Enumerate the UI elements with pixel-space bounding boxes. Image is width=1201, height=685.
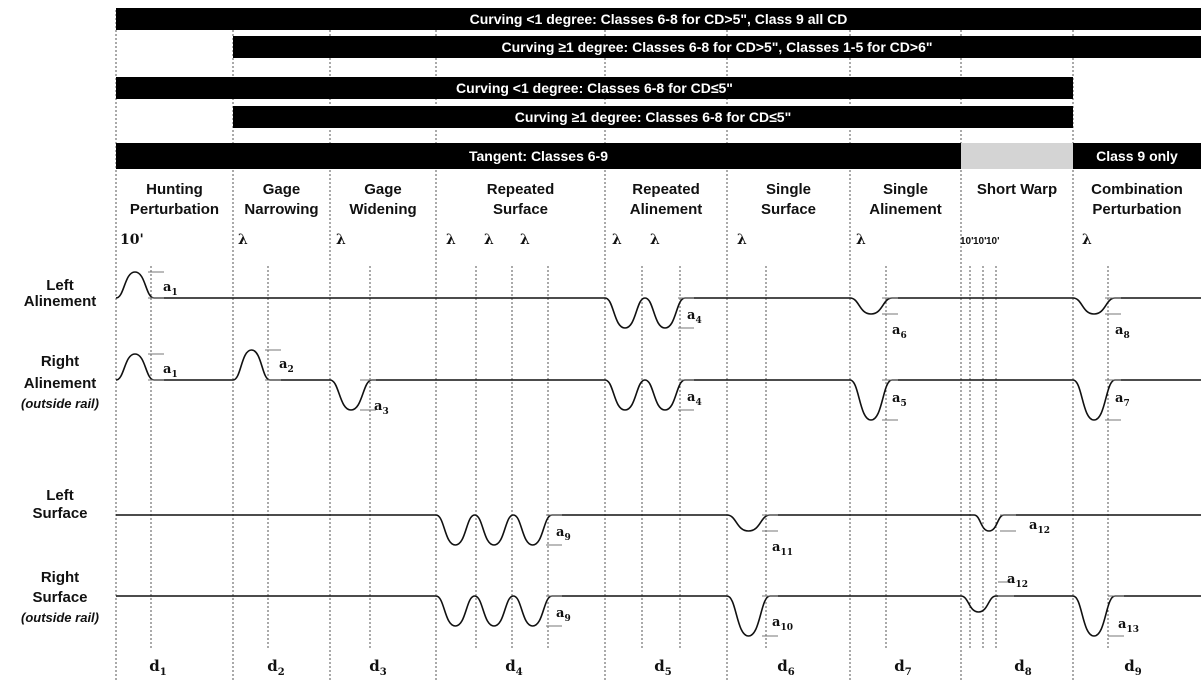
bar-cd-gt5-ge1 (233, 36, 1201, 58)
column-subtitle: Perturbation (130, 201, 219, 218)
amplitude-label: a12 (1029, 518, 1050, 536)
amplitude-label: a9 (556, 606, 571, 624)
column-title: Short Warp (977, 181, 1057, 198)
column-title: Gage (364, 181, 402, 198)
amplitude-label: a4 (687, 390, 702, 408)
distance-labels: d1 d2 d3 d4 d5 d6 d7 d8 d9 (149, 657, 1142, 678)
distance-label: d9 (1124, 657, 1142, 678)
column-title: Gage (263, 181, 301, 198)
trace-left-alinement (115, 271, 1201, 329)
bar-cd-le5-ge1 (233, 106, 1073, 128)
amplitude-label: a9 (556, 525, 571, 543)
bar-label-class9: Class 9 only (1096, 148, 1178, 164)
column-title: Single (883, 181, 928, 198)
row-note: (outside rail) (21, 396, 99, 411)
column-title: Single (766, 181, 811, 198)
row-label-right-surface-line2: Surface (32, 589, 87, 606)
distance-label: d4 (505, 657, 523, 678)
column-headers: Hunting Perturbation 10' Gage Narrowing λ Gage… (120, 181, 1183, 248)
distance-label: d2 (267, 657, 285, 678)
amplitude-label: a3 (374, 399, 389, 417)
amplitude-label: a13 (1118, 617, 1139, 635)
interval-marker: 10' (960, 236, 974, 247)
row-label-left-alinement: Left (46, 277, 74, 294)
interval-marker: λ (650, 232, 660, 248)
bar-class9 (1073, 143, 1201, 169)
row-note: (outside rail) (21, 610, 99, 625)
interval-marker: 10' (973, 236, 987, 247)
amplitude-label: a1 (163, 362, 178, 380)
bar-label-cd-gt5-lt1: Curving <1 degree: Classes 6-8 for CD>5"… (470, 11, 848, 27)
column-dividers (115, 10, 1109, 680)
column-subtitle: Widening (349, 201, 416, 218)
row-label-left-surface: Left (46, 487, 74, 504)
amplitude-label: a8 (1115, 323, 1130, 341)
row-label-right-alinement: Right (41, 353, 79, 370)
column-title: Hunting (146, 181, 203, 198)
amplitude-label: a4 (687, 308, 702, 326)
interval-marker: λ (520, 232, 530, 248)
bar-label-cd-le5-lt1: Curving <1 degree: Classes 6-8 for CD≤5" (456, 80, 733, 96)
distance-label: d8 (1014, 657, 1032, 678)
amplitude-label: a1 (163, 280, 178, 298)
bar-label-cd-le5-ge1: Curving ≥1 degree: Classes 6-8 for CD≤5" (515, 109, 791, 125)
bar-tangent (116, 143, 961, 169)
amplitude-label: a7 (1115, 391, 1130, 409)
amplitude-label: a5 (892, 391, 907, 409)
column-subtitle: Alinement (869, 201, 942, 218)
row-label-left-alinement-line2: Alinement (24, 293, 97, 310)
interval-marker: 10' (120, 232, 144, 248)
amplitude-label: a12 (1007, 572, 1028, 590)
amplitude-label: a11 (772, 540, 793, 558)
row-label-right-alinement-line2: Alinement (24, 375, 97, 392)
amplitude-labels: a1 a1 a2 a3 a4 a4 a6 a5 a8 a7 a9 a9 a11 a10 a12 a12 a13 (148, 271, 1139, 637)
interval-marker: λ (238, 232, 248, 248)
amplitude-label: a10 (772, 615, 793, 633)
bar-cd-gt5-lt1 (116, 8, 1201, 30)
interval-marker: λ (1082, 232, 1092, 248)
trace-right-alinement (115, 349, 1201, 421)
trace-right-surface (116, 595, 1201, 637)
column-subtitle: Surface (761, 201, 816, 218)
column-subtitle: Narrowing (244, 201, 318, 218)
interval-marker: λ (446, 232, 456, 248)
interval-marker: λ (336, 232, 346, 248)
column-title: Repeated (632, 181, 700, 198)
interval-marker: λ (737, 232, 747, 248)
distance-label: d5 (654, 657, 672, 678)
interval-marker: λ (612, 232, 622, 248)
bar-short-warp-shade (961, 143, 1073, 169)
interval-marker: λ (856, 232, 866, 248)
column-subtitle: Perturbation (1092, 201, 1181, 218)
interval-marker: 10' (986, 236, 1000, 247)
distance-label: d1 (149, 657, 166, 678)
column-subtitle: Alinement (630, 201, 703, 218)
distance-label: d7 (894, 657, 912, 678)
bar-label-tangent: Tangent: Classes 6-9 (469, 148, 608, 164)
distance-label: d6 (777, 657, 795, 678)
bar-label-cd-gt5-ge1: Curving ≥1 degree: Classes 6-8 for CD>5"… (501, 39, 932, 55)
class-bars: Curving <1 degree: Classes 6-8 for CD>5"… (116, 8, 1201, 169)
column-title: Repeated (487, 181, 555, 198)
interval-marker: λ (484, 232, 494, 248)
column-title: Combination (1091, 181, 1183, 198)
trace-left-surface (116, 514, 1201, 546)
amplitude-label: a6 (892, 323, 907, 341)
row-label-left-surface-line2: Surface (32, 505, 87, 522)
distance-label: d3 (369, 657, 387, 678)
bar-cd-le5-lt1 (116, 77, 1073, 99)
amplitude-label: a2 (279, 357, 294, 375)
row-label-right-surface: Right (41, 569, 79, 586)
column-subtitle: Surface (493, 201, 548, 218)
track-traces (115, 271, 1201, 637)
